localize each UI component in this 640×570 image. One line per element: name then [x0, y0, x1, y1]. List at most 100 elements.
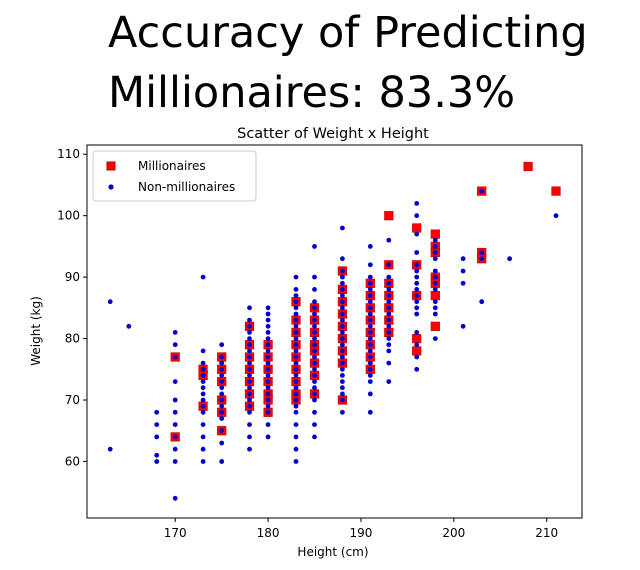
- legend: Millionaires Non-millionaires: [92, 150, 257, 202]
- non-millionaire-point: [367, 323, 373, 329]
- non-millionaire-point: [219, 391, 225, 397]
- non-millionaire-point: [367, 262, 373, 268]
- non-millionaire-point: [247, 330, 252, 335]
- non-millionaire-point: [340, 299, 345, 305]
- non-millionaire-point: [107, 446, 113, 452]
- non-millionaire-point: [247, 391, 252, 397]
- non-millionaire-point: [312, 409, 317, 415]
- non-millionaire-point: [293, 299, 299, 305]
- non-millionaire-point: [432, 299, 438, 305]
- non-millionaire-point: [414, 201, 420, 206]
- non-millionaire-point: [293, 446, 299, 452]
- non-millionaire-point: [432, 280, 438, 286]
- non-millionaire-point: [432, 268, 438, 274]
- non-millionaire-point: [247, 373, 252, 378]
- legend-label-millionaires: Millionaires: [138, 159, 206, 173]
- non-millionaire-point: [386, 287, 392, 292]
- non-millionaire-point: [312, 305, 317, 311]
- non-millionaire-point: [265, 323, 271, 329]
- non-millionaire-point: [219, 459, 225, 464]
- non-millionaire-point: [172, 459, 178, 464]
- non-millionaire-point: [312, 348, 317, 354]
- non-millionaire-point: [386, 293, 392, 298]
- non-millionaire-point: [386, 360, 392, 366]
- non-millionaire-point: [340, 409, 345, 415]
- non-millionaire-point: [293, 409, 299, 415]
- non-millionaire-point: [367, 360, 373, 366]
- non-millionaire-point: [312, 323, 317, 329]
- non-millionaire-point: [386, 348, 392, 354]
- non-millionaire-point: [219, 366, 225, 372]
- non-millionaire-point: [414, 305, 420, 311]
- non-millionaire-point: [172, 354, 178, 360]
- non-millionaire-point: [340, 366, 345, 372]
- non-millionaire-point: [414, 250, 420, 255]
- axes-frame: [86, 144, 583, 519]
- non-millionaire-point: [432, 311, 438, 317]
- non-millionaire-point: [479, 188, 485, 194]
- non-millionaire-point: [340, 323, 345, 329]
- non-millionaire-point: [247, 317, 252, 323]
- non-millionaire-point: [367, 244, 373, 249]
- non-millionaire-point: [367, 305, 373, 311]
- non-millionaire-point: [247, 366, 252, 372]
- non-millionaire-point: [312, 422, 317, 427]
- x-tick-label: 200: [442, 526, 465, 540]
- non-millionaire-point: [293, 403, 299, 409]
- non-millionaire-point: [367, 330, 373, 335]
- millionaire-point: [523, 161, 533, 172]
- non-millionaire-point: [247, 379, 252, 384]
- non-millionaire-point: [340, 360, 345, 366]
- non-millionaire-point: [414, 268, 420, 274]
- non-millionaire-point: [293, 422, 299, 427]
- non-millionaire-point: [293, 342, 299, 348]
- non-millionaire-point: [553, 213, 559, 219]
- non-millionaire-point: [265, 342, 271, 348]
- non-millionaire-point: [312, 373, 317, 378]
- non-millionaire-point: [367, 287, 373, 292]
- non-millionaire-point: [265, 422, 271, 427]
- non-millionaire-point: [386, 305, 392, 311]
- millionaire-point: [551, 186, 561, 196]
- non-millionaire-point: [172, 379, 178, 384]
- y-tick-label: 110: [57, 147, 80, 161]
- y-axis-label: Weight (kg): [29, 296, 43, 366]
- non-millionaire-point: [293, 391, 299, 397]
- non-millionaire-point: [172, 397, 178, 403]
- non-millionaire-point: [219, 409, 225, 415]
- non-millionaire-point: [172, 422, 178, 427]
- non-millionaire-point: [386, 311, 392, 317]
- non-millionaire-point: [414, 330, 420, 335]
- non-millionaire-point: [265, 434, 271, 440]
- non-millionaire-point: [340, 287, 345, 292]
- non-millionaire-point: [367, 391, 373, 397]
- non-millionaire-point: [293, 354, 299, 360]
- non-millionaire-point: [386, 379, 392, 384]
- non-millionaire-point: [247, 385, 252, 391]
- non-millionaire-point: [340, 385, 345, 391]
- non-millionaire-point: [367, 317, 373, 323]
- non-millionaire-point: [154, 452, 160, 458]
- non-millionaire-point: [200, 366, 206, 372]
- non-millionaire-point: [312, 244, 317, 249]
- non-millionaire-point: [219, 373, 225, 378]
- non-millionaire-point: [367, 293, 373, 298]
- non-millionaire-point: [386, 336, 392, 341]
- non-millionaire-point: [386, 237, 392, 243]
- non-millionaire-point: [265, 391, 271, 397]
- non-millionaire-point: [460, 256, 466, 262]
- non-millionaire-point: [265, 311, 271, 317]
- non-millionaire-point: [386, 323, 392, 329]
- non-millionaire-point: [312, 299, 317, 305]
- non-millionaire-point: [460, 268, 466, 274]
- non-millionaire-point: [293, 379, 299, 384]
- non-millionaire-point: [219, 440, 225, 446]
- non-millionaire-point: [312, 287, 317, 292]
- non-millionaire-point: [340, 336, 345, 341]
- non-millionaire-point: [367, 336, 373, 341]
- non-millionaire-point: [265, 409, 271, 415]
- non-millionaire-point: [265, 330, 271, 335]
- millionaire-point: [412, 346, 422, 356]
- non-millionaire-point: [247, 446, 252, 452]
- non-millionaire-point: [219, 397, 225, 403]
